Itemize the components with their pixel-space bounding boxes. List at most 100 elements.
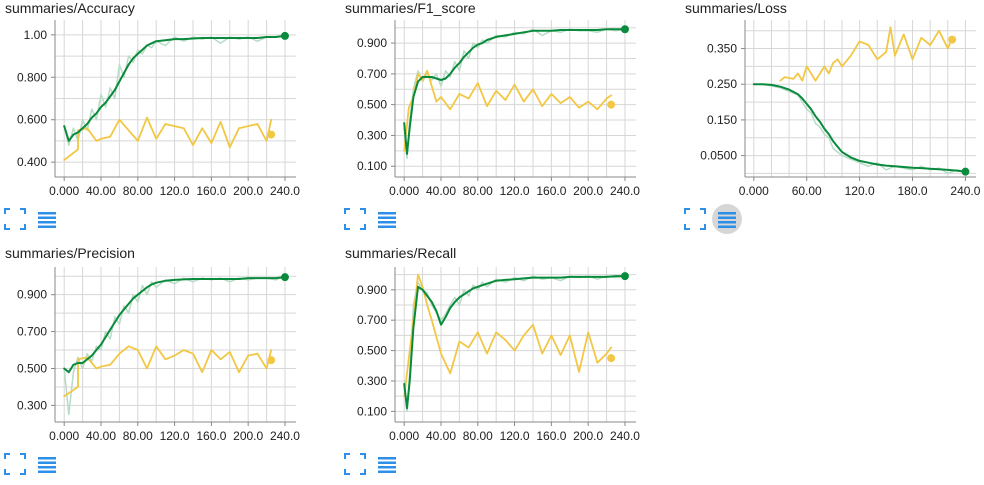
expand-button[interactable] xyxy=(340,449,370,479)
validation-end-point xyxy=(267,130,276,139)
validation-end-point xyxy=(948,35,957,44)
validation-series-line xyxy=(779,26,954,82)
expand-icon xyxy=(684,208,706,230)
expand-button[interactable] xyxy=(340,204,370,234)
lines-icon xyxy=(378,457,396,473)
chart-card-accuracy: summaries/Accuracy 0.400 0.600 0.800 1.00 0.… xyxy=(0,0,300,240)
x-tick-label: 0.000 xyxy=(49,429,79,443)
y-tick-label: 0.700 xyxy=(357,67,387,81)
train-raw-series-line xyxy=(63,275,286,416)
train-end-point xyxy=(620,272,629,281)
chart-accuracy-plot[interactable]: 0.400 0.600 0.800 1.00 0.000 40.00 80.00 120.0 1… xyxy=(0,0,300,210)
x-tick-label: 80.00 xyxy=(463,429,493,443)
chart-recall-plot[interactable]: 0.100 0.300 0.500 0.700 0.900 0.000 40.00 80.00… xyxy=(340,245,640,455)
train-series-line xyxy=(403,275,626,410)
x-tick-label: 180.0 xyxy=(898,184,928,198)
toggle-data-button[interactable] xyxy=(712,204,742,234)
toggle-data-button[interactable] xyxy=(372,449,402,479)
lines-icon xyxy=(38,212,56,228)
expand-icon xyxy=(4,453,26,475)
chart-card-f1-score: summaries/F1_score 0.100 0.300 0.500 0.700 0… xyxy=(340,0,640,240)
y-tick-label: 0.900 xyxy=(17,288,47,302)
x-tick-label: 120.0 xyxy=(160,429,190,443)
validation-end-point xyxy=(607,100,616,109)
x-tick-label: 240.0 xyxy=(610,429,640,443)
x-tick-label: 120.0 xyxy=(845,184,875,198)
x-tick-label: 40.00 xyxy=(86,429,116,443)
x-tick-label: 200.0 xyxy=(233,184,263,198)
x-tick-label: 160.0 xyxy=(196,184,226,198)
chart-title: summaries/F1_score xyxy=(345,0,476,16)
y-tick-label: 0.250 xyxy=(707,77,737,91)
train-series-line xyxy=(752,83,967,173)
x-tick-label: 40.00 xyxy=(426,429,456,443)
y-tick-label: 0.350 xyxy=(707,42,737,56)
toggle-data-button[interactable] xyxy=(32,204,62,234)
chart-f1-score-plot[interactable]: 0.100 0.300 0.500 0.700 0.900 0.000 40.00 80.00… xyxy=(340,0,640,210)
lines-icon xyxy=(718,212,736,228)
chart-title: summaries/Recall xyxy=(345,245,457,261)
x-tick-label: 120.0 xyxy=(500,184,530,198)
validation-series-line xyxy=(403,273,613,398)
expand-button[interactable] xyxy=(680,204,710,234)
y-tick-label: 0.500 xyxy=(357,344,387,358)
x-tick-label: 200.0 xyxy=(573,184,603,198)
train-series-line xyxy=(403,28,626,155)
x-tick-label: 160.0 xyxy=(196,429,226,443)
x-tick-label: 0.000 xyxy=(389,184,419,198)
train-series-line xyxy=(63,34,286,142)
x-tick-label: 40.00 xyxy=(86,184,116,198)
validation-end-point xyxy=(267,356,276,365)
lines-icon xyxy=(378,212,396,228)
validation-series-line xyxy=(63,116,273,161)
y-tick-label: 0.300 xyxy=(357,128,387,142)
chart-loss-plot[interactable]: 0.0500 0.150 0.250 0.350 0.000 60.00 120.0 180.… xyxy=(680,0,980,210)
expand-icon xyxy=(4,208,26,230)
x-tick-label: 40.00 xyxy=(426,184,456,198)
y-tick-label: 0.150 xyxy=(707,113,737,127)
x-tick-label: 0.000 xyxy=(389,429,419,443)
y-tick-label: 0.600 xyxy=(17,113,47,127)
train-end-point xyxy=(280,273,289,282)
y-tick-label: 0.800 xyxy=(17,70,47,84)
x-tick-label: 80.00 xyxy=(123,184,153,198)
train-end-point xyxy=(961,167,970,176)
x-tick-label: 120.0 xyxy=(160,184,190,198)
chart-title: summaries/Accuracy xyxy=(5,0,135,16)
y-tick-label: 0.0500 xyxy=(700,149,737,163)
x-tick-label: 80.00 xyxy=(123,429,153,443)
y-tick-label: 0.500 xyxy=(17,361,47,375)
x-tick-label: 240.0 xyxy=(610,184,640,198)
x-tick-label: 200.0 xyxy=(233,429,263,443)
x-tick-label: 240.0 xyxy=(950,184,980,198)
y-tick-label: 0.700 xyxy=(17,325,47,339)
expand-button[interactable] xyxy=(0,204,30,234)
toggle-data-button[interactable] xyxy=(372,204,402,234)
y-tick-label: 0.700 xyxy=(357,313,387,327)
chart-card-precision: summaries/Precision 0.300 0.500 0.700 0.900… xyxy=(0,245,300,485)
train-end-point xyxy=(620,25,629,34)
toggle-data-button[interactable] xyxy=(32,449,62,479)
lines-icon xyxy=(38,457,56,473)
validation-series-line xyxy=(403,69,613,152)
train-end-point xyxy=(280,31,289,40)
x-tick-label: 60.00 xyxy=(792,184,822,198)
chart-card-loss: summaries/Loss 0.0500 0.150 0.250 0.350 0.00… xyxy=(680,0,980,240)
validation-end-point xyxy=(607,354,616,363)
expand-icon xyxy=(344,208,366,230)
train-series-line xyxy=(63,276,286,374)
expand-button[interactable] xyxy=(0,449,30,479)
chart-title: summaries/Precision xyxy=(5,245,135,261)
chart-precision-plot[interactable]: 0.300 0.500 0.700 0.900 0.000 40.00 80.00 120.0… xyxy=(0,245,300,455)
x-tick-label: 0.000 xyxy=(739,184,769,198)
y-tick-label: 0.500 xyxy=(357,98,387,112)
validation-series-line xyxy=(63,345,273,398)
y-tick-label: 1.00 xyxy=(24,28,48,42)
expand-icon xyxy=(344,453,366,475)
y-tick-label: 0.300 xyxy=(357,374,387,388)
y-tick-label: 0.300 xyxy=(17,398,47,412)
x-tick-label: 240.0 xyxy=(270,429,300,443)
x-tick-label: 120.0 xyxy=(500,429,530,443)
x-tick-label: 240.0 xyxy=(270,184,300,198)
x-tick-label: 0.000 xyxy=(49,184,79,198)
